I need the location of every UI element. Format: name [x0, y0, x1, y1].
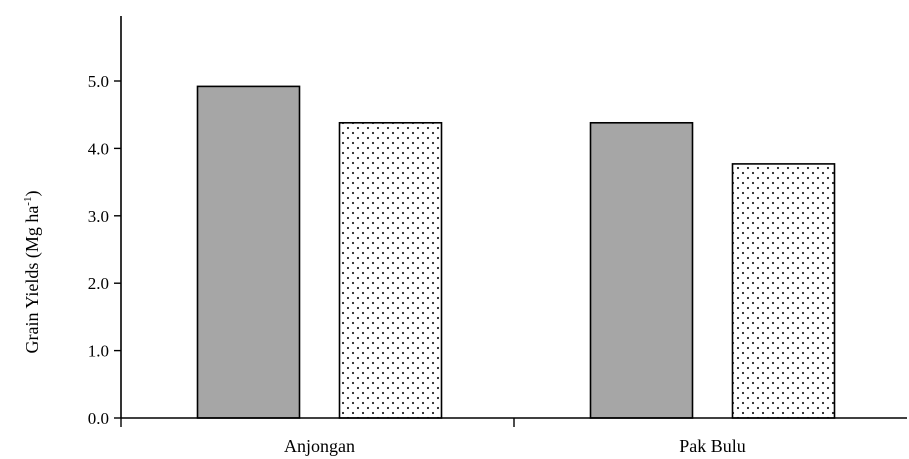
y-ticks-group: 0.0 1.0 2.0 3.0 4.0 5.0: [88, 72, 121, 428]
y-tick-label: 5.0: [88, 72, 109, 91]
bar: [196, 85, 301, 419]
bars-group: [196, 85, 836, 419]
y-tick-label: 0.0: [88, 409, 109, 428]
y-axis-title-superscript: -1: [22, 197, 34, 206]
y-axis-title-main: Grain Yields (Mg ha: [22, 206, 43, 354]
bar: [731, 163, 836, 419]
x-category-label: Anjongan: [284, 436, 355, 456]
y-tick-label: 1.0: [88, 342, 109, 361]
x-category-label: Pak Bulu: [679, 436, 746, 456]
y-tick-label: 3.0: [88, 207, 109, 226]
y-axis-title-suffix: ): [22, 191, 43, 197]
bar: [338, 121, 443, 419]
y-axis-title: Grain Yields (Mg ha-1): [22, 191, 43, 354]
bar: [589, 121, 694, 419]
x-categories-group: Anjongan Pak Bulu: [120, 418, 746, 456]
y-tick-label: 4.0: [88, 139, 109, 158]
y-tick-label: 2.0: [88, 274, 109, 293]
